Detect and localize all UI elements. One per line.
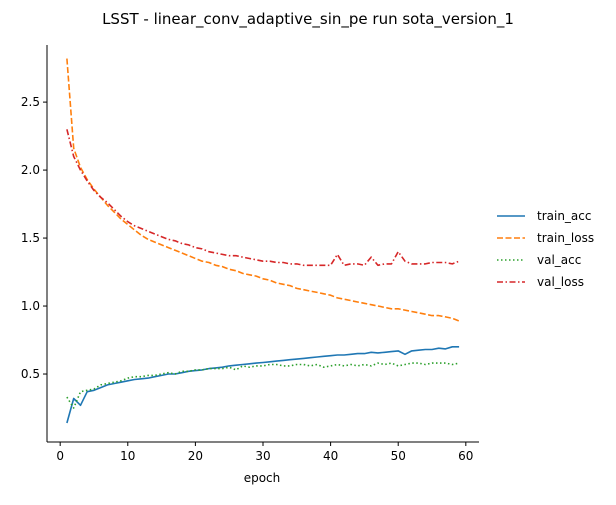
legend-label-train-loss: train_loss	[537, 231, 594, 245]
legend: train_acc train_loss val_acc val_loss	[497, 209, 594, 289]
x-tick-label: 40	[323, 449, 338, 463]
x-axis-label: epoch	[244, 471, 281, 485]
x-tick-label: 10	[120, 449, 135, 463]
legend-label-val-loss: val_loss	[537, 275, 584, 289]
y-tick-label: 2.5	[21, 95, 40, 109]
chart-title: LSST - linear_conv_adaptive_sin_pe run s…	[102, 10, 514, 29]
x-tick-label: 60	[458, 449, 473, 463]
series-line-train-loss	[66, 58, 460, 322]
x-tick-label: 20	[188, 449, 203, 463]
legend-label-val-acc: val_acc	[537, 253, 581, 267]
x-tick-label: 30	[255, 449, 270, 463]
axes: 0 10 20 30 40 50 60 0.5 1.0 1.5 2.0 2.5	[21, 45, 479, 463]
series-line-val-loss	[66, 129, 460, 267]
x-tick-label: 50	[391, 449, 406, 463]
series-line-val-acc	[66, 362, 460, 409]
y-tick-label: 2.0	[21, 163, 40, 177]
x-tick-label: 0	[56, 449, 64, 463]
series-line-train-acc	[66, 345, 460, 424]
series-layer	[66, 58, 460, 424]
y-tick-label: 1.0	[21, 299, 40, 313]
y-tick-label: 0.5	[21, 367, 40, 381]
y-tick-label: 1.5	[21, 231, 40, 245]
legend-label-train-acc: train_acc	[537, 209, 591, 223]
